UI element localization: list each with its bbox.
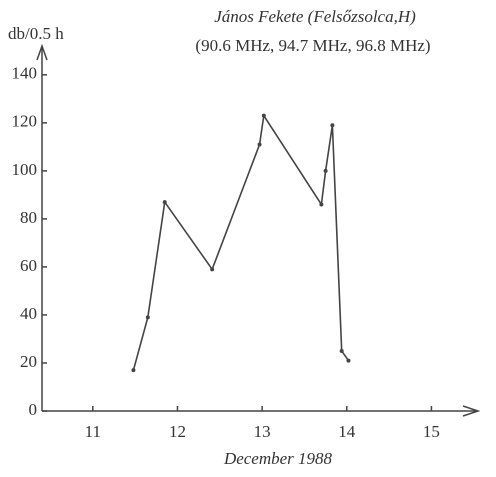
y-axis-label: db/0.5 h	[8, 24, 64, 43]
x-axis-label: December 1988	[223, 449, 333, 468]
x-tick-label: 15	[423, 422, 440, 441]
point	[346, 358, 351, 363]
x-tick-label: 11	[85, 422, 101, 441]
chart-subtitle: (90.6 MHz, 94.7 MHz, 96.8 MHz)	[195, 36, 430, 55]
x-tick-label: 14	[338, 422, 356, 441]
y-tick-label: 100	[12, 160, 38, 179]
point	[257, 142, 262, 147]
point	[145, 315, 150, 320]
point	[162, 200, 167, 205]
x-tick-label: 13	[254, 422, 271, 441]
point	[261, 113, 266, 118]
y-tick-label: 80	[20, 208, 37, 227]
y-tick-label: 60	[20, 256, 37, 275]
y-tick-label: 120	[12, 112, 38, 131]
y-tick-label: 0	[29, 400, 38, 419]
x-tick-label: 12	[169, 422, 186, 441]
point	[339, 348, 344, 353]
x-axis-arrow	[462, 405, 481, 417]
chart-title: János Fekete (Felsőzsolca,H)	[214, 7, 416, 26]
y-tick-label: 140	[12, 64, 38, 83]
point	[319, 202, 324, 207]
y-tick-label: 40	[20, 304, 37, 323]
y-tick-label: 20	[20, 352, 37, 371]
point	[323, 168, 328, 173]
point	[131, 368, 136, 373]
point	[330, 123, 335, 128]
point	[210, 267, 215, 272]
y-axis-arrow	[36, 43, 48, 61]
line	[132, 113, 350, 371]
